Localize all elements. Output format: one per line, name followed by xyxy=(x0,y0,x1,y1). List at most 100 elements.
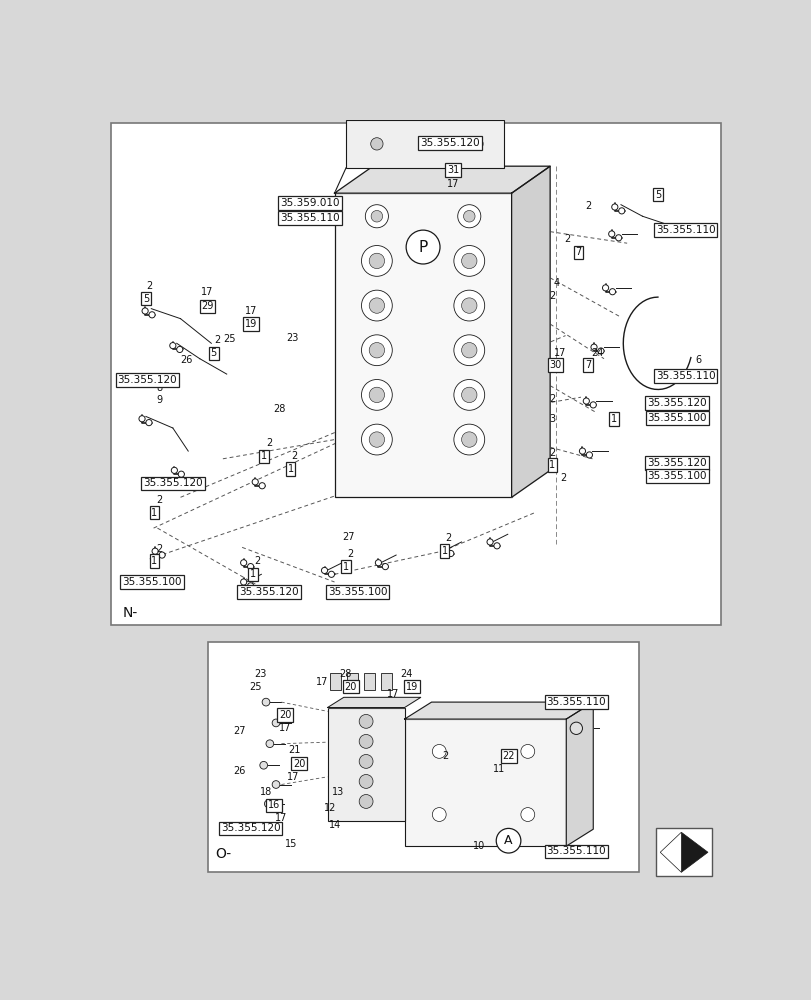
Text: 1: 1 xyxy=(151,508,157,518)
Circle shape xyxy=(461,298,476,313)
Circle shape xyxy=(496,828,520,853)
Circle shape xyxy=(520,744,534,758)
Circle shape xyxy=(152,548,158,554)
Text: 1: 1 xyxy=(342,562,349,572)
Circle shape xyxy=(611,204,617,210)
Text: 17: 17 xyxy=(286,772,298,782)
Text: 17: 17 xyxy=(279,723,291,733)
Circle shape xyxy=(358,734,372,748)
Text: 14: 14 xyxy=(328,820,341,830)
Circle shape xyxy=(586,452,592,458)
Text: 19: 19 xyxy=(245,319,257,329)
Text: A: A xyxy=(504,834,513,847)
Text: 28: 28 xyxy=(339,669,351,679)
Text: 2: 2 xyxy=(156,544,162,554)
Text: 30: 30 xyxy=(549,360,561,370)
Text: 2: 2 xyxy=(346,549,353,559)
Text: P: P xyxy=(418,240,427,255)
Text: 35.355.110: 35.355.110 xyxy=(280,213,339,223)
Text: 35.355.120: 35.355.120 xyxy=(143,478,203,488)
Circle shape xyxy=(369,432,384,447)
Text: 2: 2 xyxy=(156,495,162,505)
Circle shape xyxy=(358,775,372,788)
Circle shape xyxy=(358,754,372,768)
Text: 6: 6 xyxy=(695,355,701,365)
Text: 1: 1 xyxy=(610,414,616,424)
Circle shape xyxy=(609,289,615,295)
Circle shape xyxy=(597,348,603,354)
Text: 35.355.120: 35.355.120 xyxy=(646,398,706,408)
Circle shape xyxy=(602,285,608,291)
Circle shape xyxy=(272,781,280,788)
Bar xyxy=(345,120,504,168)
Circle shape xyxy=(361,335,392,366)
Circle shape xyxy=(590,344,596,350)
Circle shape xyxy=(240,579,247,585)
Text: 21: 21 xyxy=(288,745,300,755)
Circle shape xyxy=(461,253,476,269)
Text: 16: 16 xyxy=(268,800,280,810)
Text: 35.355.110: 35.355.110 xyxy=(655,225,714,235)
Circle shape xyxy=(369,298,384,313)
Circle shape xyxy=(461,387,476,403)
Text: 29: 29 xyxy=(201,301,213,311)
Circle shape xyxy=(579,448,585,454)
Polygon shape xyxy=(680,832,707,872)
Text: 8: 8 xyxy=(156,383,162,393)
Circle shape xyxy=(470,138,483,150)
Text: 2: 2 xyxy=(560,473,565,483)
Circle shape xyxy=(259,483,265,489)
Text: 27: 27 xyxy=(233,726,245,736)
Text: 2: 2 xyxy=(254,556,260,566)
Circle shape xyxy=(440,547,446,553)
Bar xyxy=(655,828,711,876)
Text: 10: 10 xyxy=(473,841,485,851)
Circle shape xyxy=(361,246,392,276)
Text: 1: 1 xyxy=(151,556,157,566)
Text: 9: 9 xyxy=(156,395,162,405)
Circle shape xyxy=(159,552,165,558)
Circle shape xyxy=(361,424,392,455)
Bar xyxy=(329,673,341,690)
Circle shape xyxy=(615,235,621,241)
Text: 17: 17 xyxy=(245,306,257,316)
Bar xyxy=(208,642,639,872)
Text: 25: 25 xyxy=(250,682,262,692)
Polygon shape xyxy=(404,702,593,719)
Circle shape xyxy=(272,719,280,727)
Circle shape xyxy=(453,335,484,366)
Circle shape xyxy=(262,698,269,706)
Circle shape xyxy=(569,722,581,734)
Text: 35.359.010: 35.359.010 xyxy=(280,198,339,208)
Circle shape xyxy=(369,253,384,269)
Circle shape xyxy=(375,560,381,566)
Circle shape xyxy=(453,424,484,455)
Text: 35.355.120: 35.355.120 xyxy=(221,823,280,833)
Circle shape xyxy=(457,205,480,228)
Circle shape xyxy=(453,379,484,410)
Circle shape xyxy=(266,740,273,748)
Text: 35.355.110: 35.355.110 xyxy=(655,371,714,381)
Bar xyxy=(380,673,391,690)
Text: 17: 17 xyxy=(386,689,399,699)
Circle shape xyxy=(369,387,384,403)
Text: 7: 7 xyxy=(575,247,581,257)
Text: 2: 2 xyxy=(548,448,555,458)
Circle shape xyxy=(240,560,247,566)
Text: 11: 11 xyxy=(492,764,504,774)
Circle shape xyxy=(148,312,155,318)
Circle shape xyxy=(328,571,334,577)
Circle shape xyxy=(493,543,500,549)
Polygon shape xyxy=(565,702,593,846)
Text: 26: 26 xyxy=(180,355,193,365)
Text: 25: 25 xyxy=(222,334,235,344)
Text: 2: 2 xyxy=(291,451,298,461)
Text: 2: 2 xyxy=(585,201,591,211)
Text: 35.355.120: 35.355.120 xyxy=(420,138,479,148)
Text: 2: 2 xyxy=(564,234,569,244)
Circle shape xyxy=(590,402,595,408)
Circle shape xyxy=(371,210,382,222)
Circle shape xyxy=(582,398,589,404)
Text: 3: 3 xyxy=(549,414,555,424)
Text: 2: 2 xyxy=(548,291,555,301)
